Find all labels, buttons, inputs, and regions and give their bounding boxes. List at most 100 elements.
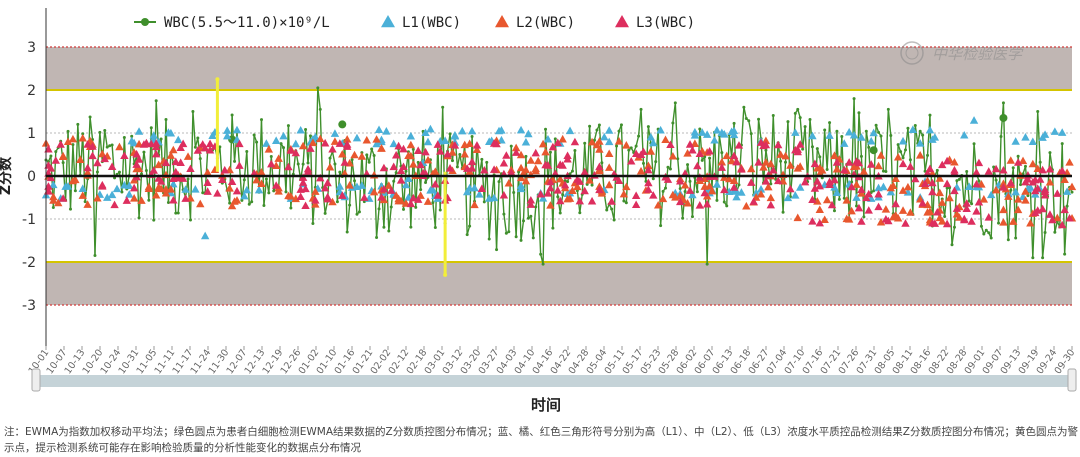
wbc-line-segment bbox=[258, 119, 263, 193]
l1-marker bbox=[646, 132, 656, 141]
wbc-point bbox=[98, 130, 102, 134]
l2-marker bbox=[1060, 175, 1069, 183]
l2-marker bbox=[786, 161, 795, 169]
wbc-line-segment bbox=[525, 156, 530, 219]
wbc-point bbox=[504, 231, 508, 235]
l1-marker bbox=[406, 131, 416, 140]
wbc-point bbox=[686, 163, 690, 167]
l3-marker bbox=[644, 178, 653, 187]
wbc-point bbox=[828, 121, 832, 125]
l2-marker bbox=[747, 164, 756, 173]
l3-marker bbox=[595, 185, 604, 194]
l1-marker bbox=[404, 193, 413, 201]
l3-marker bbox=[316, 173, 325, 182]
l2-marker bbox=[311, 187, 320, 195]
l3-marker bbox=[151, 139, 161, 147]
wbc-point bbox=[637, 134, 641, 138]
l3-marker bbox=[320, 138, 330, 147]
l3-marker bbox=[431, 179, 440, 188]
l3-marker bbox=[489, 165, 499, 173]
l2-marker bbox=[979, 195, 989, 203]
l2-marker bbox=[526, 156, 536, 164]
l1-marker bbox=[1058, 128, 1067, 136]
wbc-point bbox=[553, 137, 557, 141]
l3-marker bbox=[901, 219, 910, 227]
l3-marker bbox=[644, 165, 653, 174]
time-range-scrollbar[interactable] bbox=[31, 368, 1077, 392]
l3-marker bbox=[502, 151, 511, 159]
wbc-point bbox=[328, 156, 332, 160]
l3-marker bbox=[991, 164, 1001, 173]
wbc-point bbox=[823, 128, 827, 132]
wbc-point bbox=[945, 186, 949, 190]
l1-marker bbox=[467, 126, 477, 135]
l3-marker bbox=[186, 164, 195, 172]
wbc-line-segment bbox=[914, 125, 919, 144]
l1-marker bbox=[389, 139, 398, 148]
wbc-point bbox=[943, 215, 947, 219]
wbc-point bbox=[722, 200, 726, 204]
warning-line-lower bbox=[46, 261, 1072, 263]
wbc-point bbox=[103, 128, 107, 132]
l3-marker bbox=[51, 156, 60, 164]
l3-marker bbox=[249, 169, 259, 177]
wbc-point bbox=[781, 210, 785, 214]
l3-marker bbox=[320, 183, 330, 192]
wbc-point bbox=[801, 147, 805, 151]
l3-marker bbox=[218, 175, 227, 184]
scrollbar-track bbox=[36, 375, 1076, 387]
l1-marker bbox=[125, 190, 134, 198]
wbc-point bbox=[558, 211, 562, 215]
wbc-point bbox=[548, 150, 552, 154]
l3-marker bbox=[151, 149, 161, 158]
l1-marker bbox=[565, 126, 575, 135]
l3-marker bbox=[433, 191, 442, 199]
wbc-line-segment bbox=[792, 113, 796, 167]
l1-marker bbox=[426, 186, 435, 194]
wbc-point bbox=[725, 204, 729, 208]
wbc-point bbox=[952, 225, 956, 229]
l2-marker bbox=[822, 195, 832, 204]
wbc-point bbox=[676, 157, 680, 161]
l3-marker bbox=[548, 142, 558, 151]
l1-marker bbox=[450, 131, 460, 139]
wbc-line-segment bbox=[324, 201, 329, 214]
l1-marker bbox=[191, 185, 200, 193]
legend-label-0: WBC(5.5～11.0)×10⁹/L bbox=[164, 15, 330, 31]
l3-marker bbox=[235, 139, 244, 148]
wbc-line-segment bbox=[740, 107, 745, 146]
wbc-point bbox=[402, 207, 406, 211]
l2-marker bbox=[717, 157, 727, 166]
l1-marker bbox=[783, 193, 793, 202]
wbc-point bbox=[230, 113, 234, 117]
wbc-point bbox=[972, 142, 976, 146]
l3-marker bbox=[962, 199, 971, 207]
wbc-point bbox=[906, 126, 910, 130]
l1-marker bbox=[886, 187, 895, 196]
l3-marker bbox=[795, 140, 805, 148]
wbc-point bbox=[502, 212, 506, 216]
wbc-point bbox=[857, 111, 861, 115]
wbc-point bbox=[335, 200, 339, 204]
l2-marker bbox=[764, 182, 773, 191]
l1-marker bbox=[462, 187, 472, 196]
wbc-point bbox=[159, 137, 163, 141]
l1-marker bbox=[710, 135, 719, 144]
y-tick-labels: 3 2 1 0 -1 -2 -3 bbox=[22, 40, 36, 314]
wbc-point bbox=[541, 262, 545, 266]
wbc-line-segment bbox=[192, 111, 197, 148]
l2-marker bbox=[538, 139, 548, 148]
l3-marker bbox=[688, 145, 697, 154]
wbc-point bbox=[433, 225, 437, 229]
l3-marker bbox=[695, 201, 704, 209]
wbc-line-segment bbox=[439, 107, 444, 211]
l3-marker bbox=[271, 181, 281, 189]
wbc-point bbox=[578, 211, 582, 215]
grid-lines bbox=[46, 132, 1072, 220]
wbc-point bbox=[345, 230, 349, 234]
l1-marker bbox=[1050, 127, 1060, 135]
l1-marker bbox=[874, 183, 883, 192]
axes bbox=[45, 8, 1072, 346]
l3-marker bbox=[107, 162, 117, 170]
wbc-line-segment bbox=[104, 130, 108, 148]
